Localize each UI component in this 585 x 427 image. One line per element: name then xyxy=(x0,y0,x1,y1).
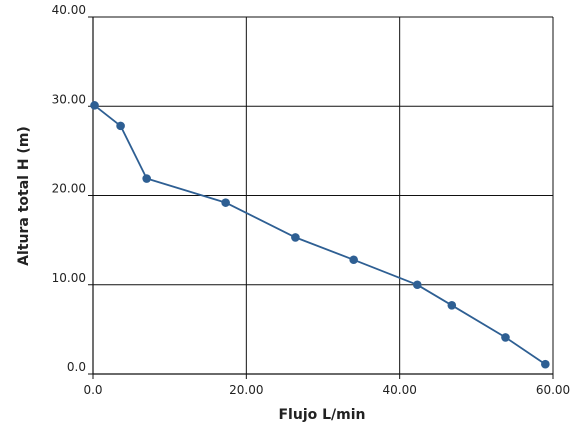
y-tick-label: 10.00 xyxy=(52,271,86,285)
data-point xyxy=(413,280,422,290)
grid xyxy=(92,16,554,375)
data-point xyxy=(142,174,151,183)
y-tick-label: 40.00 xyxy=(52,3,86,17)
x-tick-label: 20.00 xyxy=(229,383,263,397)
x-axis-ticks: 0.0 20.00 40.00 60.00 xyxy=(83,374,570,397)
data-point xyxy=(447,300,457,310)
series-layer xyxy=(90,101,550,369)
data-point xyxy=(541,359,550,369)
x-tick-label: 60.00 xyxy=(536,383,570,397)
y-tick-label: 30.00 xyxy=(52,92,86,106)
series-line xyxy=(93,104,546,365)
y-axis-label: Altura total H (m) xyxy=(16,126,32,266)
data-point xyxy=(221,198,230,207)
x-tick-label: 40.00 xyxy=(382,383,416,397)
data-point xyxy=(291,233,300,242)
y-tick-label: 0.0 xyxy=(67,360,86,374)
data-point xyxy=(349,255,358,265)
data-point xyxy=(116,121,125,131)
y-axis-ticks: 0.0 10.00 20.00 30.00 40.00 xyxy=(52,3,93,375)
x-axis-label: Flujo L/min xyxy=(278,407,365,423)
data-point xyxy=(501,333,510,342)
y-tick-label: 20.00 xyxy=(52,182,86,196)
x-tick-label: 0.0 xyxy=(83,383,102,397)
data-point xyxy=(90,101,99,110)
